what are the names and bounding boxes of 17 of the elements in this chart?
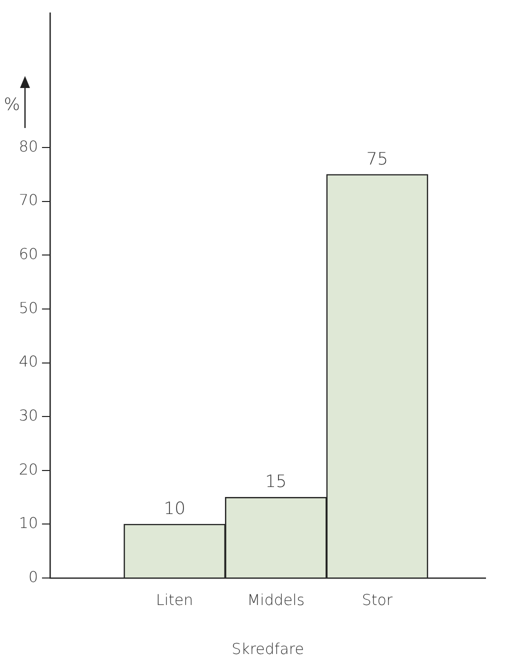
y-tick-label: 70 — [18, 191, 38, 210]
y-tick-label: 0 — [28, 568, 38, 586]
y-tick-label: 10 — [18, 514, 38, 532]
data-label: 15 — [265, 472, 287, 492]
y-tick-label: 20 — [18, 460, 38, 478]
y-tick-label: 40 — [18, 352, 38, 371]
y-axis-title: % — [4, 94, 20, 115]
y-tick-label: 80 — [18, 137, 38, 156]
y-tick-label: 50 — [18, 298, 38, 317]
x-tick-label: Stor — [362, 590, 394, 609]
data-label: 75 — [366, 149, 388, 170]
data-label: 10 — [164, 499, 186, 520]
x-tick-label: Middels — [247, 590, 305, 609]
y-tick-label: 30 — [18, 406, 38, 424]
x-tick-label: Liten — [156, 590, 194, 609]
x-axis-title: Skredfare — [232, 640, 304, 658]
y-tick-label: 60 — [18, 245, 38, 264]
